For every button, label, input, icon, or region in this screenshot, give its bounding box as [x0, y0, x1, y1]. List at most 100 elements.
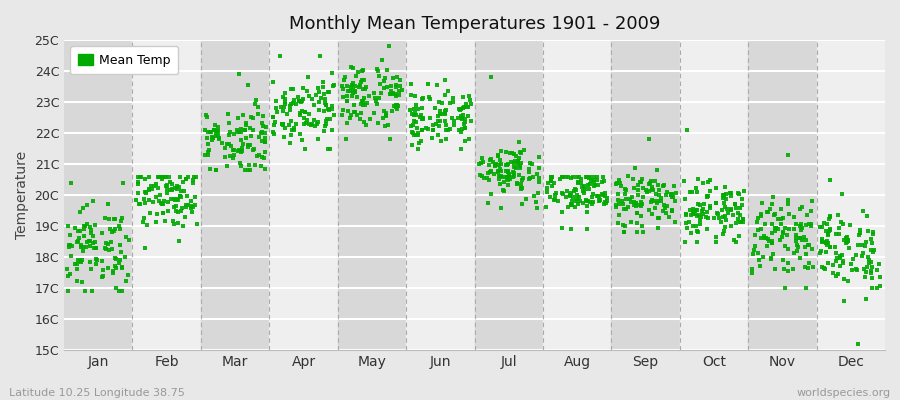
Point [163, 179, 177, 185]
Point [843, 260, 858, 267]
Point [824, 244, 838, 250]
Point [211, 128, 225, 134]
Point [600, 198, 615, 204]
Point [137, 196, 151, 203]
Point [680, 127, 694, 133]
Point [69, 266, 84, 273]
Point [336, 94, 350, 100]
Point [824, 227, 838, 233]
Point [277, 99, 292, 105]
Point [718, 204, 733, 210]
Point [139, 245, 153, 251]
Point [583, 173, 598, 180]
Point [703, 202, 717, 209]
Point [438, 77, 453, 84]
Point [526, 174, 540, 181]
Point [79, 238, 94, 245]
Point [156, 210, 170, 216]
Point [275, 108, 290, 114]
Point [729, 238, 743, 245]
Point [500, 168, 515, 174]
Point [160, 186, 175, 192]
Point [353, 116, 367, 122]
Point [327, 112, 341, 118]
Point [574, 184, 589, 190]
Point [491, 152, 506, 158]
Point [300, 117, 314, 124]
Point [355, 79, 369, 86]
Point [248, 97, 263, 103]
Point [522, 165, 536, 172]
Point [795, 227, 809, 233]
Point [863, 269, 878, 276]
Point [436, 100, 450, 106]
Point [777, 266, 791, 272]
Point [108, 226, 122, 232]
Point [802, 242, 816, 248]
Text: Latitude 10.25 Longitude 38.75: Latitude 10.25 Longitude 38.75 [9, 388, 184, 398]
Point [516, 175, 530, 182]
Point [835, 252, 850, 258]
Point [617, 229, 632, 236]
Point [63, 271, 77, 278]
Point [350, 94, 365, 100]
Point [409, 102, 423, 109]
Point [347, 83, 362, 89]
Point [184, 205, 198, 212]
Point [104, 246, 119, 252]
Point [134, 173, 148, 180]
Point [232, 129, 247, 135]
Point [763, 256, 778, 262]
Bar [201, 40, 269, 350]
Point [405, 129, 419, 135]
Point [231, 148, 246, 154]
Point [456, 94, 471, 100]
Point [766, 250, 780, 257]
Point [555, 173, 570, 180]
Point [338, 74, 352, 80]
Point [258, 123, 273, 130]
Point [724, 190, 738, 196]
Point [251, 104, 266, 111]
Point [708, 234, 723, 240]
Point [129, 196, 143, 203]
Point [84, 227, 98, 233]
Point [656, 183, 670, 189]
Point [562, 192, 577, 198]
Point [253, 130, 267, 137]
Point [642, 136, 656, 142]
Point [798, 222, 813, 228]
Point [817, 264, 832, 271]
Point [764, 201, 778, 207]
Point [576, 188, 590, 194]
Point [623, 195, 637, 202]
Point [824, 176, 838, 183]
Point [341, 88, 356, 94]
Point [312, 99, 327, 106]
Point [819, 248, 833, 255]
Point [842, 277, 856, 284]
Point [696, 180, 710, 186]
Point [634, 179, 648, 185]
Point [280, 111, 294, 117]
Point [767, 212, 781, 218]
Point [453, 106, 467, 113]
Point [864, 236, 878, 242]
Point [590, 192, 605, 199]
Point [360, 100, 374, 106]
Point [170, 183, 184, 189]
Point [513, 185, 527, 191]
Point [438, 110, 453, 117]
Point [795, 204, 809, 210]
Point [409, 132, 423, 138]
Point [344, 112, 358, 118]
Point [651, 214, 665, 221]
Point [522, 169, 536, 175]
Point [544, 174, 559, 180]
Point [583, 199, 598, 206]
Point [665, 191, 680, 198]
Point [114, 288, 129, 294]
Point [508, 158, 522, 164]
Point [547, 180, 562, 186]
Point [84, 238, 98, 244]
